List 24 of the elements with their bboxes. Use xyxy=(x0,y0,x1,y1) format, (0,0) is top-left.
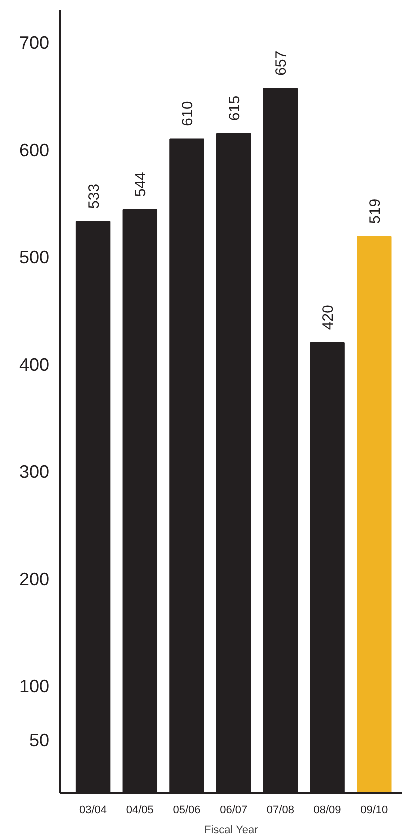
x-tick-label: 04/05 xyxy=(126,804,154,816)
x-tick-label: 07/08 xyxy=(266,804,294,816)
y-tick-label: 400 xyxy=(19,354,50,375)
x-tick-label: 06/07 xyxy=(220,804,248,816)
bar xyxy=(357,236,392,794)
y-tick-label: 50 xyxy=(29,730,50,750)
x-tick-label: 09/10 xyxy=(360,804,388,816)
y-tick-label: 500 xyxy=(19,248,50,268)
data-label: 519 xyxy=(366,198,384,224)
y-tick-label: 700 xyxy=(19,33,50,54)
data-label: 544 xyxy=(132,172,150,198)
data-label: 610 xyxy=(179,101,196,126)
y-tick-label: 600 xyxy=(19,140,50,160)
data-label: 420 xyxy=(320,305,338,330)
x-tick-label: 08/09 xyxy=(314,804,342,816)
y-tick-label: 200 xyxy=(19,569,50,590)
x-tick-label: 05/06 xyxy=(173,804,201,816)
x-axis-title: Fiscal Year xyxy=(204,824,259,836)
y-tick-label: 300 xyxy=(19,462,50,482)
y-tick-label: 100 xyxy=(19,676,50,697)
x-tick-label: 03/04 xyxy=(80,804,108,816)
data-label: 615 xyxy=(226,96,244,121)
data-label: 533 xyxy=(86,184,103,209)
data-label: 657 xyxy=(273,50,290,76)
